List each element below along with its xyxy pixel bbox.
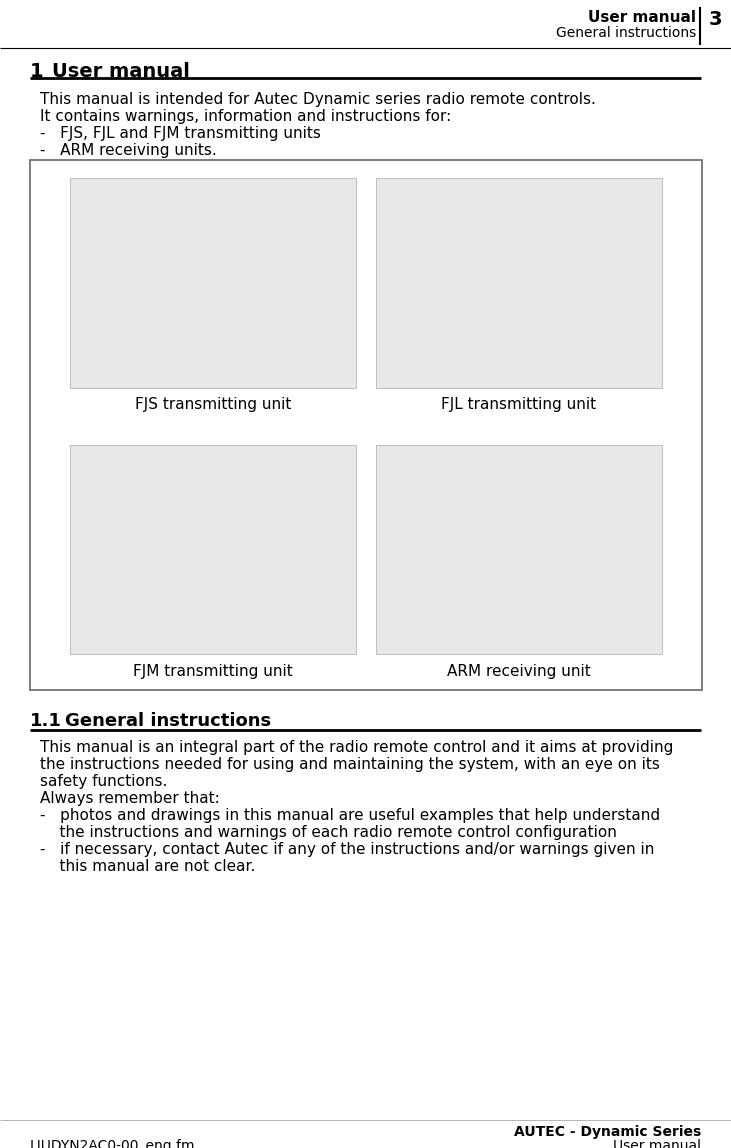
Text: 1.1: 1.1 xyxy=(30,712,62,730)
Text: -   FJS, FJL and FJM transmitting units: - FJS, FJL and FJM transmitting units xyxy=(40,126,321,141)
Text: AUTEC - Dynamic Series: AUTEC - Dynamic Series xyxy=(514,1125,701,1139)
Text: General instructions: General instructions xyxy=(65,712,271,730)
Text: Always remember that:: Always remember that: xyxy=(40,791,220,806)
Text: -   if necessary, contact Autec if any of the instructions and/or warnings given: - if necessary, contact Autec if any of … xyxy=(40,841,654,858)
Text: -   ARM receiving units.: - ARM receiving units. xyxy=(40,144,217,158)
Bar xyxy=(70,178,356,388)
Text: User manual: User manual xyxy=(613,1139,701,1148)
Bar xyxy=(70,444,356,654)
Text: This manual is an integral part of the radio remote control and it aims at provi: This manual is an integral part of the r… xyxy=(40,740,673,755)
Text: FJS transmitting unit: FJS transmitting unit xyxy=(135,397,291,412)
Bar xyxy=(376,178,662,388)
Text: the instructions needed for using and maintaining the system, with an eye on its: the instructions needed for using and ma… xyxy=(40,757,660,771)
Text: ARM receiving unit: ARM receiving unit xyxy=(447,664,591,678)
Text: FJM transmitting unit: FJM transmitting unit xyxy=(133,664,293,678)
Bar xyxy=(30,160,702,690)
Text: User manual: User manual xyxy=(588,10,696,25)
Text: General instructions: General instructions xyxy=(556,26,696,40)
Text: 1: 1 xyxy=(30,62,44,82)
Text: FJL transmitting unit: FJL transmitting unit xyxy=(442,397,596,412)
Text: LIUDYN2AC0-00_eng.fm: LIUDYN2AC0-00_eng.fm xyxy=(30,1139,195,1148)
Text: 3: 3 xyxy=(708,10,721,29)
Text: safety functions.: safety functions. xyxy=(40,774,167,789)
Text: -   photos and drawings in this manual are useful examples that help understand: - photos and drawings in this manual are… xyxy=(40,808,660,823)
Text: It contains warnings, information and instructions for:: It contains warnings, information and in… xyxy=(40,109,451,124)
Text: the instructions and warnings of each radio remote control configuration: the instructions and warnings of each ra… xyxy=(40,825,617,840)
Text: User manual: User manual xyxy=(52,62,190,82)
Text: This manual is intended for Autec Dynamic series radio remote controls.: This manual is intended for Autec Dynami… xyxy=(40,92,596,107)
Bar xyxy=(376,444,662,654)
Text: this manual are not clear.: this manual are not clear. xyxy=(40,859,255,874)
